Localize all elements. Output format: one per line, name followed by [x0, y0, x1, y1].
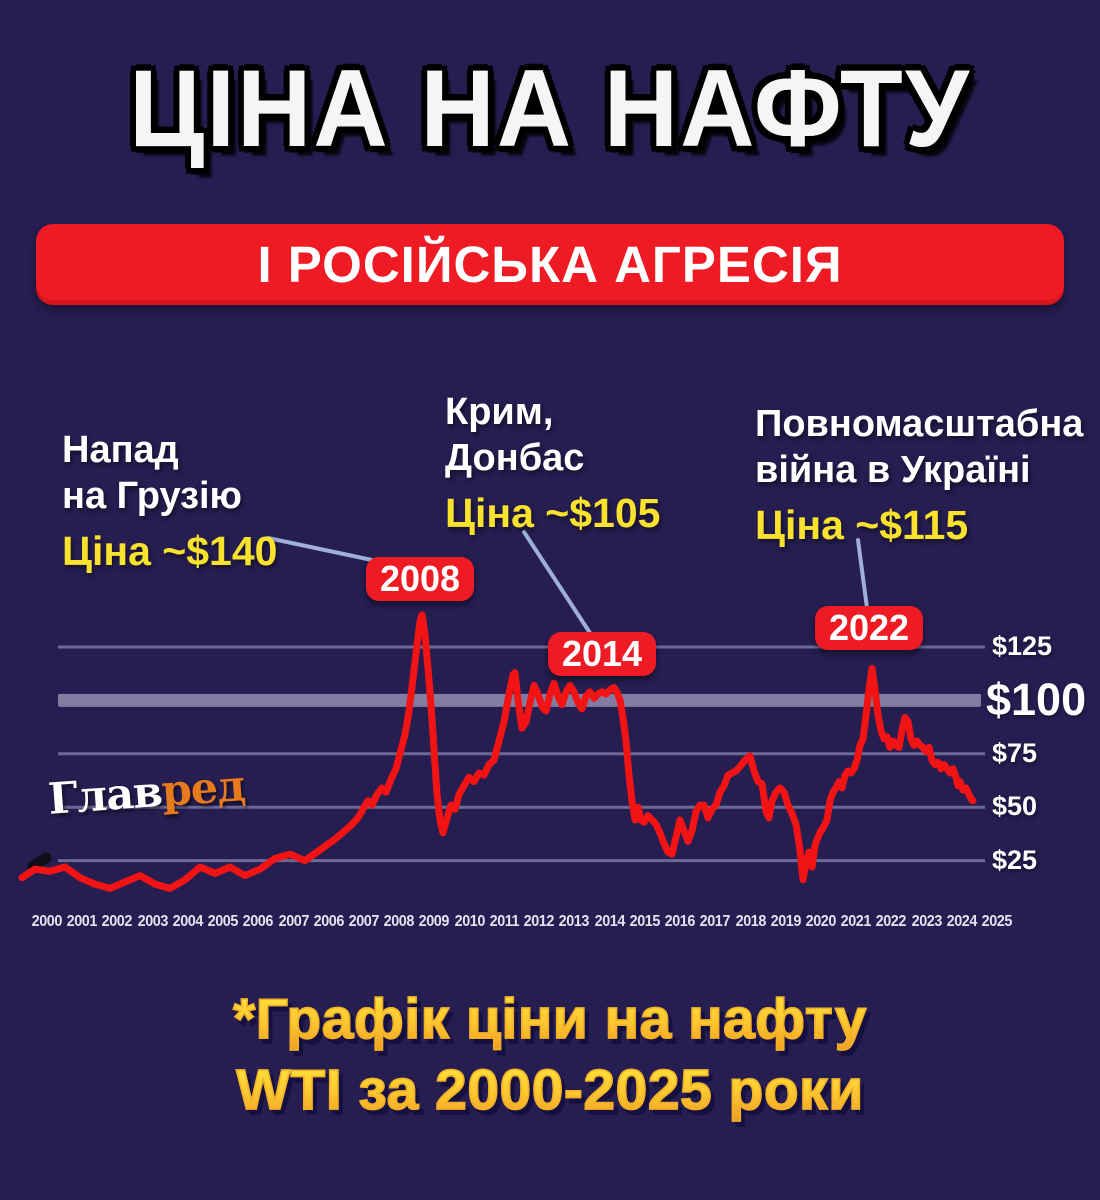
- x-axis-label: 2017: [699, 913, 731, 930]
- oil-price-line: [18, 611, 977, 892]
- x-axis-label: 2009: [419, 913, 450, 930]
- annotation-georgia-line1: Напад: [62, 429, 179, 471]
- subtitle-banner-text: І РОСІЙСЬКА АГРЕСІЯ: [257, 236, 843, 293]
- x-axis-label: 2006: [313, 913, 344, 930]
- x-axis-label: 2015: [629, 913, 661, 930]
- page-title: ЦІНА НА НАФТУ: [129, 47, 971, 170]
- x-axis-labels: 2000 2001 2002 2003 2004 2005 2006 2007 2006 2007…: [30, 913, 1014, 931]
- year-badge-2022: 2022: [815, 606, 923, 650]
- annotation-war-line2: війна в Україні: [755, 448, 1031, 491]
- x-axis-label: 2010: [454, 913, 485, 930]
- x-axis-label: 2003: [137, 913, 168, 930]
- logo-part-white: Глав: [46, 766, 164, 825]
- annotation-war-line1: Повномасштабна: [755, 403, 1084, 445]
- x-axis-label: 2007: [278, 913, 309, 930]
- annotation-crimea-price: Ціна ~$105: [445, 490, 661, 537]
- x-axis-label: 2006: [242, 913, 274, 930]
- x-axis-label: 2011: [489, 913, 519, 930]
- annotation-connector-line: [856, 538, 869, 610]
- x-axis-label: 2019: [770, 913, 801, 930]
- caption-line-1: *Графік ціни на нафту: [0, 984, 1100, 1055]
- x-axis-label: 2018: [735, 913, 766, 930]
- x-axis-label: 2024: [946, 913, 977, 930]
- annotation-georgia: Напад на Грузію Ціна ~$140: [62, 428, 277, 575]
- x-axis-label: 2001: [66, 913, 98, 930]
- x-axis-label: 2007: [348, 913, 380, 930]
- x-axis-label: 2004: [172, 913, 204, 930]
- x-axis-label: 2013: [559, 913, 590, 930]
- annotation-fullscale-war: Повномасштабна війна в Україні Ціна ~$11…: [755, 402, 1083, 549]
- x-axis-label: 2008: [383, 913, 415, 930]
- subtitle-banner: І РОСІЙСЬКА АГРЕСІЯ: [36, 224, 1064, 305]
- caption-line-2: WTI за 2000-2025 роки: [0, 1055, 1100, 1126]
- x-axis-label: 2014: [594, 913, 625, 930]
- annotation-crimea-donbas: Крим, Донбас Ціна ~$105: [445, 390, 660, 537]
- annotation-crimea-line1: Крим,: [445, 391, 554, 433]
- year-badge-2014: 2014: [548, 632, 656, 676]
- chart-caption: *Графік ціни на нафту WTI за 2000-2025 р…: [0, 984, 1100, 1125]
- x-axis-label: 2020: [805, 913, 837, 930]
- series-start-mark: [27, 852, 52, 872]
- x-axis-label: 2025: [981, 913, 1013, 930]
- annotation-connector-line: [522, 530, 594, 638]
- annotation-georgia-price: Ціна ~$140: [62, 528, 278, 575]
- annotation-connector-line: [266, 536, 374, 562]
- x-axis-label: 2022: [876, 913, 907, 930]
- x-axis-label: 2016: [664, 913, 696, 930]
- annotation-georgia-line2: на Грузію: [62, 474, 242, 517]
- year-badge-2008: 2008: [366, 557, 474, 601]
- x-axis-label: 2021: [840, 913, 872, 930]
- x-axis-label: 2023: [911, 913, 942, 930]
- x-axis-label: 2002: [102, 913, 133, 930]
- annotation-war-price: Ціна ~$115: [755, 502, 969, 549]
- logo-part-orange: ред: [159, 761, 247, 817]
- annotation-crimea-line2: Донбас: [445, 436, 585, 479]
- x-axis-label: 2005: [207, 913, 239, 930]
- x-axis-label: 2000: [31, 913, 63, 930]
- x-axis-label: 2012: [523, 913, 555, 930]
